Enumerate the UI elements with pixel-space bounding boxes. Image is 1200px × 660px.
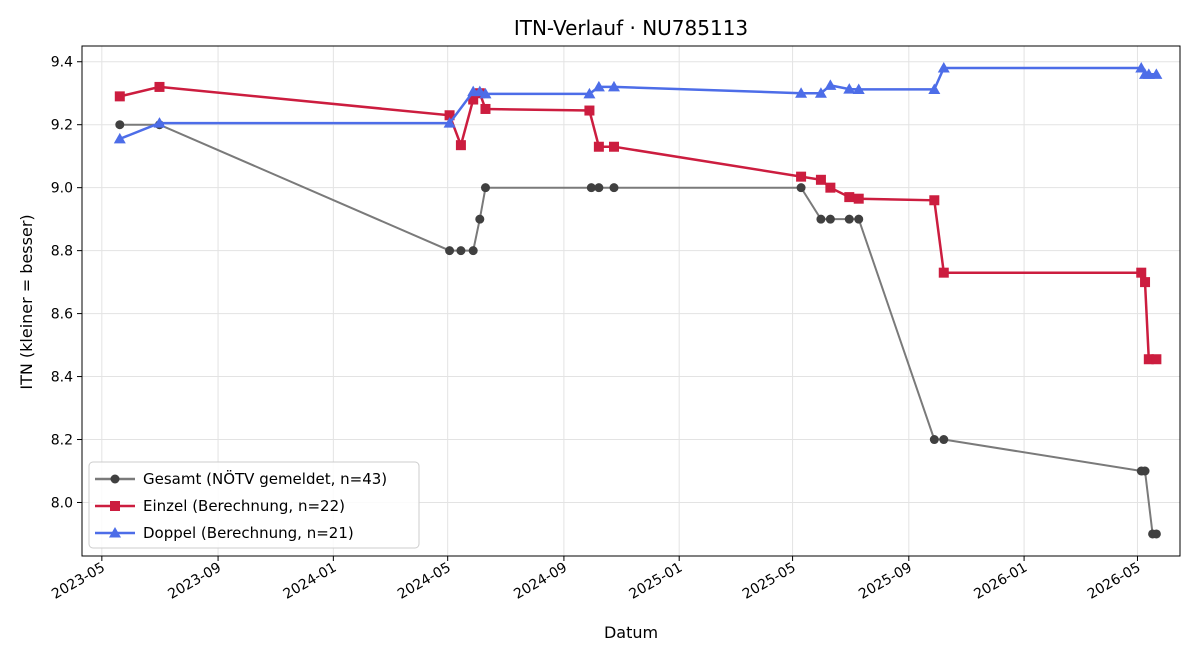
data-point-gesamt <box>939 435 949 445</box>
data-point-einzel <box>480 103 491 114</box>
data-point-gesamt <box>825 214 835 224</box>
data-point-doppel <box>583 87 596 99</box>
x-tick-label: 2025-01 <box>627 560 686 603</box>
data-point-einzel <box>825 182 836 193</box>
series-line-einzel <box>119 85 1157 361</box>
y-tick-label: 8.8 <box>51 244 73 260</box>
legend-label: Doppel (Berechnung, n=21) <box>143 524 354 542</box>
y-tick-label: 8.6 <box>51 307 73 323</box>
data-point-doppel <box>852 83 865 94</box>
legend-box <box>88 461 420 549</box>
data-point-einzel <box>844 192 855 203</box>
legend-item-einzel: Einzel (Berechnung, n=22) <box>95 497 345 515</box>
data-point-gesamt <box>594 183 604 193</box>
data-point-doppel <box>443 117 456 128</box>
x-axis-label: Datum <box>604 623 658 642</box>
data-point-gesamt <box>796 183 806 193</box>
legend-marker <box>109 527 121 538</box>
data-point-gesamt <box>929 435 939 445</box>
data-point-doppel <box>814 87 827 98</box>
data-point-einzel <box>444 110 455 121</box>
data-point-doppel <box>824 79 837 90</box>
data-point-einzel <box>938 267 949 278</box>
data-point-doppel <box>928 83 941 94</box>
data-point-gesamt <box>586 183 596 193</box>
data-point-gesamt <box>445 246 455 256</box>
data-point-einzel <box>853 193 864 204</box>
y-tick-label: 9.2 <box>51 118 73 134</box>
legend-label: Gesamt (NÖTV gemeldet, n=43) <box>143 469 387 488</box>
data-point-doppel <box>795 87 808 98</box>
data-point-einzel <box>114 91 125 102</box>
data-point-doppel <box>607 80 620 92</box>
y-axis: 8.0 8.2 8.4 8.6 8.8 9.0 9.2 9.4 <box>51 55 82 511</box>
data-point-gesamt <box>1151 529 1161 539</box>
legend-label: Einzel (Berechnung, n=22) <box>143 497 345 515</box>
x-tick-label: 2024-01 <box>281 560 340 603</box>
x-tick-label: 2024-05 <box>395 560 454 603</box>
legend-marker <box>110 474 120 484</box>
y-tick-label: 9.0 <box>51 181 73 197</box>
series-layer <box>113 62 1163 539</box>
data-point-doppel <box>113 132 126 144</box>
data-point-einzel <box>468 94 479 105</box>
x-tick-label: 2025-09 <box>856 560 915 603</box>
data-point-gesamt <box>475 214 485 224</box>
data-point-gesamt <box>816 214 826 224</box>
x-tick-label: 2025-05 <box>740 560 799 603</box>
data-point-einzel <box>455 140 466 151</box>
data-point-doppel <box>843 83 856 94</box>
data-point-gesamt <box>854 214 864 224</box>
data-point-einzel <box>1136 267 1147 278</box>
data-point-gesamt <box>480 183 490 193</box>
x-tick-label: 2026-05 <box>1085 560 1144 603</box>
series-einzel <box>114 81 1162 365</box>
y-tick-label: 8.2 <box>51 433 73 449</box>
data-point-gesamt <box>1140 466 1150 476</box>
data-point-gesamt <box>468 246 478 256</box>
data-point-gesamt <box>115 120 125 130</box>
x-tick-label: 2023-09 <box>165 560 224 603</box>
data-point-einzel <box>815 174 826 185</box>
data-point-einzel <box>584 105 595 116</box>
series-gesamt <box>115 120 1161 539</box>
data-point-einzel <box>796 171 807 182</box>
data-point-doppel <box>153 117 166 128</box>
data-point-doppel <box>479 87 492 99</box>
data-point-einzel <box>608 141 619 152</box>
data-point-doppel <box>1142 68 1155 79</box>
x-axis: 2023-05 2023-09 2024-01 2024-05 2024-09 2025-… <box>49 556 1143 603</box>
legend-item-doppel: Doppel (Berechnung, n=21) <box>95 524 354 542</box>
series-line-doppel <box>119 66 1157 141</box>
data-point-doppel <box>1150 68 1163 79</box>
data-point-einzel <box>929 195 940 206</box>
data-point-gesamt <box>844 214 854 224</box>
chart-title: ITN-Verlauf · NU785113 <box>514 16 748 40</box>
y-tick-label: 8.4 <box>51 370 73 386</box>
legend: Gesamt (NÖTV gemeldet, n=43) Einzel (Bere… <box>88 461 420 549</box>
y-tick-label: 9.4 <box>51 55 73 71</box>
x-tick-label: 2023-05 <box>49 560 108 603</box>
data-point-einzel <box>1140 277 1151 288</box>
series-doppel <box>113 62 1163 144</box>
y-axis-label: ITN (kleiner = besser) <box>17 214 36 389</box>
data-point-doppel <box>937 62 950 73</box>
x-tick-label: 2026-01 <box>971 560 1030 603</box>
plot-frame <box>81 45 1181 557</box>
x-tick-label: 2024-09 <box>511 560 570 603</box>
legend-item-gesamt: Gesamt (NÖTV gemeldet, n=43) <box>95 469 387 488</box>
data-point-gesamt <box>456 246 466 256</box>
data-point-einzel <box>1151 354 1162 365</box>
data-point-einzel <box>154 81 165 92</box>
data-point-einzel <box>593 141 604 152</box>
data-point-doppel <box>592 80 605 92</box>
data-point-gesamt <box>609 183 619 193</box>
legend-marker <box>110 501 120 511</box>
data-point-einzel <box>1143 354 1154 365</box>
y-tick-label: 8.0 <box>51 495 73 511</box>
